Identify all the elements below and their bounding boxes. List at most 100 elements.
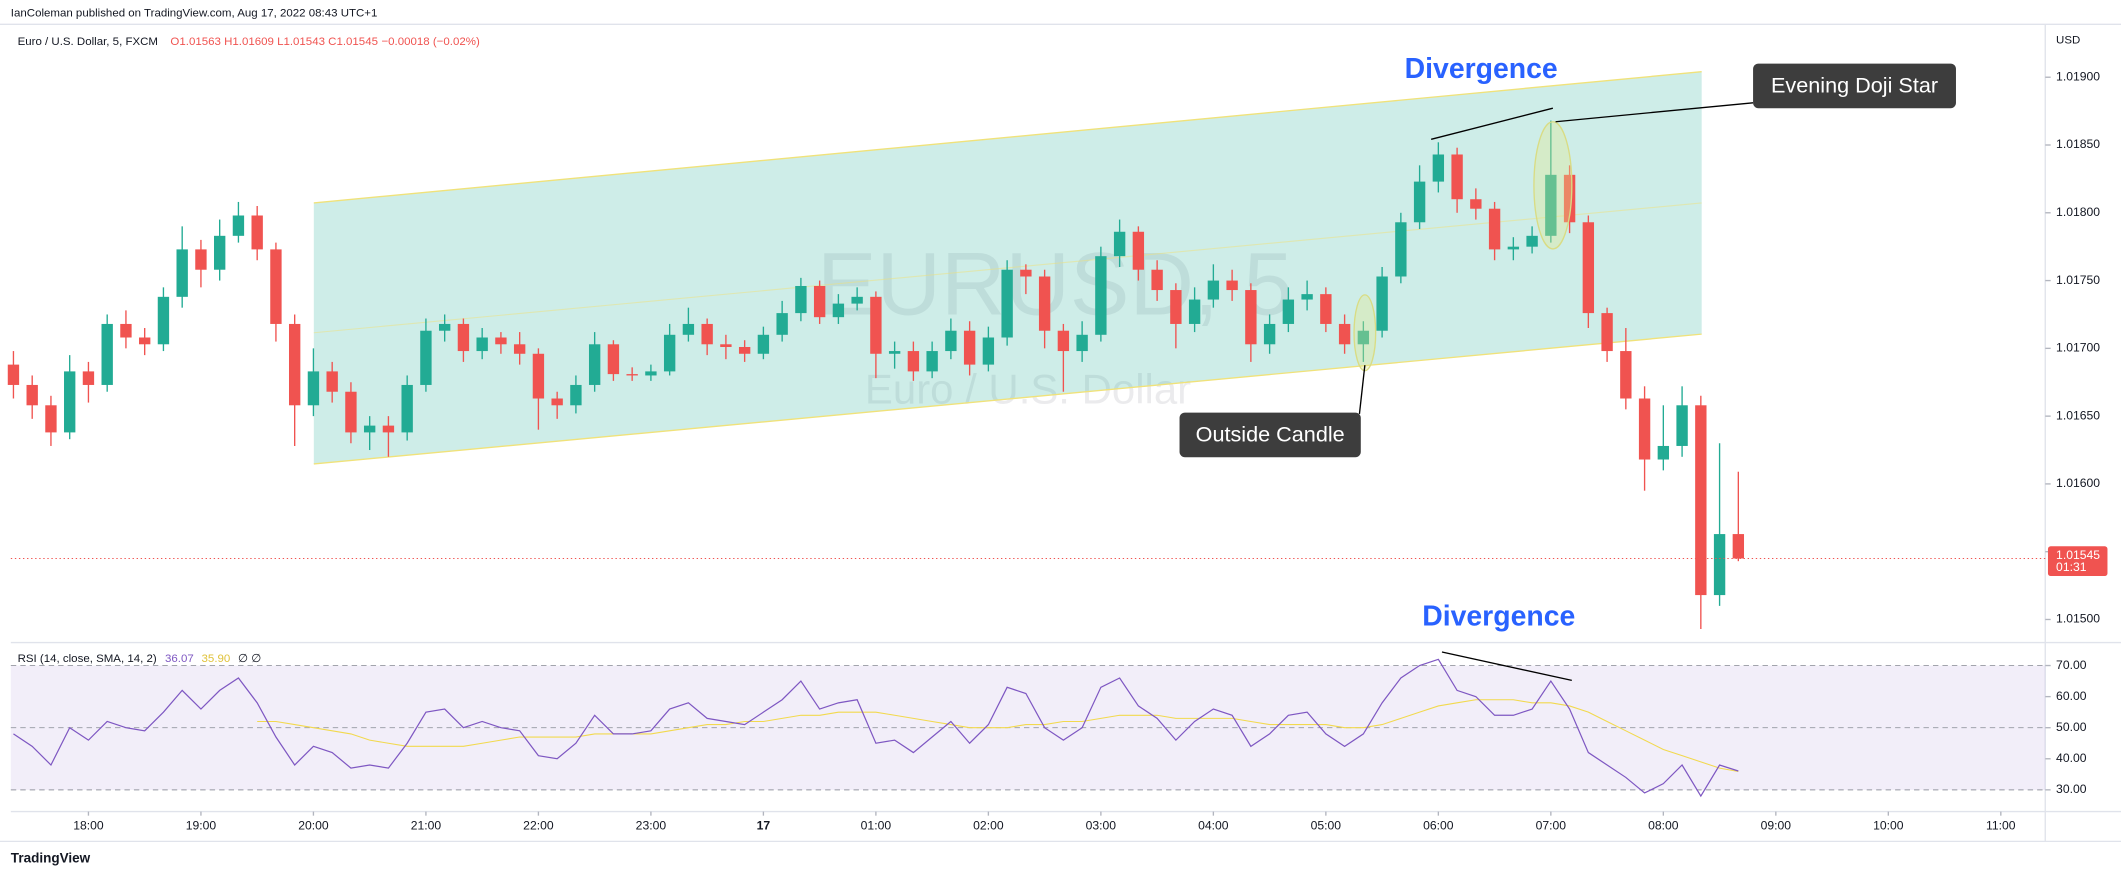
candle-body bbox=[1170, 290, 1182, 324]
candle-body bbox=[551, 398, 563, 406]
x-tick-label: 09:00 bbox=[1761, 819, 1792, 833]
ohlc: O1.01563 H1.01609 L1.01543 C1.01545 bbox=[170, 36, 378, 48]
x-tick-label: 01:00 bbox=[861, 819, 892, 833]
symbol-title: Euro / U.S. Dollar, 5, FXCM bbox=[18, 36, 158, 48]
annotation: Divergence bbox=[1422, 601, 1575, 633]
candle-body bbox=[45, 405, 57, 433]
callout-line bbox=[1555, 102, 1754, 123]
y-tick-label: 60.00 bbox=[2056, 689, 2087, 703]
candle-body bbox=[1057, 330, 1070, 352]
y-tick-label: 1.01900 bbox=[2056, 69, 2100, 83]
candle-body bbox=[982, 337, 995, 365]
candle-body bbox=[1301, 294, 1313, 300]
candle-body bbox=[1245, 290, 1257, 345]
candle-body bbox=[1413, 181, 1426, 223]
candle-body bbox=[682, 323, 695, 335]
annotation: Outside Candle bbox=[1196, 421, 1345, 446]
x-tick-label: 20:00 bbox=[298, 819, 329, 833]
candle-body bbox=[1488, 208, 1501, 250]
candle-body bbox=[813, 285, 826, 318]
candle-body bbox=[476, 337, 488, 352]
candle-body bbox=[757, 334, 770, 354]
candle-body bbox=[1338, 323, 1351, 345]
candle-body bbox=[607, 344, 620, 375]
candle-body bbox=[1113, 231, 1126, 257]
candle-body bbox=[382, 425, 395, 433]
y-tick-label: 30.00 bbox=[2056, 782, 2087, 796]
y-tick-label: 1.01850 bbox=[2056, 137, 2100, 151]
candle-body bbox=[926, 351, 938, 372]
candle-body bbox=[795, 285, 807, 314]
candle-body bbox=[851, 296, 863, 304]
x-tick-label: 03:00 bbox=[1086, 819, 1117, 833]
rsi-value: 36.07 bbox=[165, 653, 194, 665]
candle-body bbox=[401, 384, 413, 433]
watermark-name: Euro / U.S. Dollar bbox=[865, 365, 1191, 412]
candle-body bbox=[1038, 276, 1051, 331]
candle-body bbox=[1132, 231, 1145, 270]
candle-body bbox=[1432, 154, 1445, 182]
candle-body bbox=[701, 323, 713, 345]
candle-body bbox=[570, 384, 582, 406]
candle-body bbox=[326, 371, 338, 392]
candle-body bbox=[1582, 222, 1595, 314]
candle-body bbox=[1395, 222, 1407, 277]
candle-body bbox=[270, 249, 282, 324]
candle-body bbox=[663, 334, 676, 372]
x-tick-label: 19:00 bbox=[186, 819, 217, 833]
footer-logo[interactable]: TradingView bbox=[11, 851, 91, 866]
candle-body bbox=[1020, 269, 1032, 277]
candle-body bbox=[1357, 330, 1370, 345]
candle-body bbox=[1732, 534, 1745, 559]
candle-body bbox=[1695, 405, 1707, 596]
annotation: Evening Doji Star bbox=[1771, 72, 1938, 97]
candle-body bbox=[888, 351, 901, 354]
candle-body bbox=[1076, 334, 1088, 352]
outside-highlight bbox=[1353, 294, 1377, 372]
candle-body bbox=[832, 303, 845, 318]
x-tick-label: 10:00 bbox=[1873, 819, 1904, 833]
x-tick-label: 07:00 bbox=[1536, 819, 1567, 833]
x-tick-label: 04:00 bbox=[1198, 819, 1229, 833]
candle-body bbox=[157, 296, 170, 345]
x-tick-label: 22:00 bbox=[523, 819, 554, 833]
candle-body bbox=[101, 323, 113, 385]
candle-body bbox=[495, 337, 507, 345]
rsi-extra: ∅ ∅ bbox=[238, 653, 261, 665]
candle-body bbox=[363, 425, 376, 433]
callout-line bbox=[1358, 365, 1366, 414]
sma-value: 35.90 bbox=[202, 653, 231, 665]
y-tick-label: 1.01650 bbox=[2056, 408, 2100, 422]
y-tick-label: 1.01750 bbox=[2056, 273, 2100, 287]
x-tick-label: 17 bbox=[757, 819, 771, 833]
rsi-divergence-line bbox=[1441, 651, 1572, 682]
doji-highlight bbox=[1533, 121, 1573, 250]
y-tick-label: 50.00 bbox=[2056, 720, 2087, 734]
candle-body bbox=[1620, 351, 1632, 399]
y-tick-label: 1.01700 bbox=[2056, 341, 2100, 355]
candle-body bbox=[1001, 269, 1013, 338]
candle-body bbox=[645, 371, 657, 376]
channel-bottom bbox=[313, 333, 1702, 465]
currency: USD bbox=[2056, 35, 2080, 47]
channel-top bbox=[313, 71, 1702, 204]
candle-body bbox=[120, 323, 132, 338]
x-tick-label: 06:00 bbox=[1423, 819, 1454, 833]
candle-body bbox=[1676, 405, 1688, 446]
candle-body bbox=[438, 323, 451, 331]
rsi-title: RSI (14, close, SMA, 14, 2) bbox=[18, 653, 157, 665]
last-price-tag bbox=[2047, 546, 2108, 577]
candle-body bbox=[232, 215, 245, 236]
candle-body bbox=[532, 353, 545, 399]
candle-body bbox=[288, 323, 301, 406]
candle-body bbox=[345, 391, 357, 433]
y-tick-label: 1.01500 bbox=[2056, 612, 2100, 626]
rsi-line bbox=[13, 658, 1739, 798]
candle-body bbox=[1601, 313, 1613, 352]
candle-body bbox=[513, 344, 526, 354]
annotation: Divergence bbox=[1405, 53, 1558, 85]
candle-body bbox=[1545, 174, 1557, 236]
candle-body bbox=[1507, 246, 1520, 250]
candle-body bbox=[1320, 294, 1332, 324]
